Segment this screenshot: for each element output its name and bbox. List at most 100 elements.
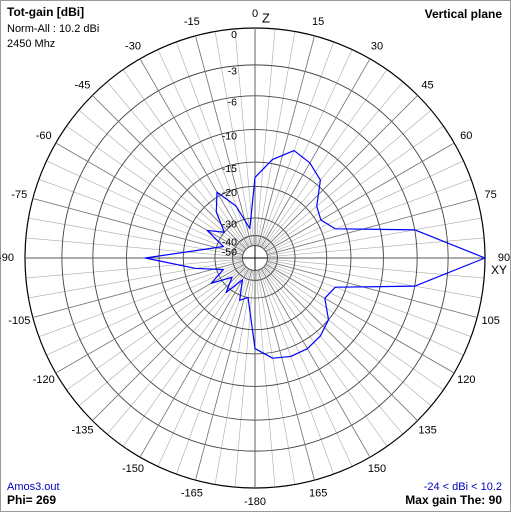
angle-tick-label: 90 xyxy=(498,252,510,264)
angle-tick-label: -15 xyxy=(184,16,200,28)
angle-grid-line xyxy=(92,266,247,421)
angle-tick-label: 0 xyxy=(252,8,258,20)
spoke xyxy=(214,31,254,246)
pattern-line xyxy=(144,149,486,359)
spoke xyxy=(66,125,245,252)
angle-tick-label: 105 xyxy=(482,315,500,327)
spoke xyxy=(255,270,276,488)
angle-tick-label: -30 xyxy=(125,41,141,53)
spoke xyxy=(78,265,246,407)
spoke xyxy=(66,264,245,391)
subtitle: 2450 Mhz xyxy=(7,38,55,50)
max-gain-label: Max gain The: 90 xyxy=(405,493,502,507)
angle-tick-label: -45 xyxy=(75,79,91,91)
angle-grid-line xyxy=(195,269,253,481)
radial-tick-label: -15 xyxy=(222,163,237,175)
spoke xyxy=(264,265,432,407)
spoke xyxy=(25,237,243,258)
spoke xyxy=(234,270,255,488)
angle-grid-line xyxy=(32,198,244,256)
angle-grid-line xyxy=(195,35,253,247)
radial-tick-label: 0 xyxy=(231,29,237,41)
spoke xyxy=(38,179,244,255)
angle-tick-label: -180 xyxy=(244,496,266,508)
phi-label: Phi= 269 xyxy=(7,493,56,507)
spoke xyxy=(256,270,296,485)
chart-title: Tot-gain [dBi] xyxy=(7,5,84,19)
spoke xyxy=(78,109,246,251)
angle-tick-label: -135 xyxy=(71,424,93,436)
subtitle: Norm-All : 10.2 dBi xyxy=(7,23,99,35)
spoke xyxy=(258,41,334,247)
spoke xyxy=(262,81,404,249)
spoke xyxy=(260,269,353,467)
angle-grid-line xyxy=(263,266,418,421)
radial-tick-label: -30 xyxy=(222,219,237,231)
angle-tick-label: 15 xyxy=(312,16,324,28)
spoke xyxy=(262,267,404,435)
spoke xyxy=(267,259,482,299)
radial-tick-label: -10 xyxy=(222,130,237,142)
spoke xyxy=(106,267,248,435)
spoke xyxy=(122,268,249,447)
angle-grid-line xyxy=(260,268,371,458)
angle-grid-line xyxy=(55,142,245,253)
spoke xyxy=(28,259,243,299)
angle-tick-label: 165 xyxy=(309,488,327,500)
angle-tick-label: -90 xyxy=(0,252,14,264)
spoke xyxy=(46,263,244,356)
angle-tick-label: 30 xyxy=(371,41,383,53)
spoke xyxy=(176,41,252,247)
file-label: Amos3.out xyxy=(7,481,60,493)
spoke xyxy=(265,125,444,252)
angle-tick-label: 45 xyxy=(421,79,433,91)
angle-tick-label: -150 xyxy=(122,463,144,475)
spoke xyxy=(261,268,388,447)
angle-tick-label: -165 xyxy=(181,488,203,500)
angle-grid-line xyxy=(265,142,455,253)
spoke xyxy=(261,69,388,248)
spoke xyxy=(266,179,472,255)
radial-tick-label: -3 xyxy=(228,66,237,78)
angle-tick-label: 120 xyxy=(457,374,475,386)
spoke xyxy=(256,31,296,246)
radial-tick-label: -50 xyxy=(222,246,237,258)
angle-grid-line xyxy=(266,260,478,318)
spoke xyxy=(266,261,472,337)
angle-tick-label: 135 xyxy=(418,424,436,436)
spoke xyxy=(260,49,353,247)
spoke xyxy=(157,269,250,467)
spoke xyxy=(234,28,255,246)
angle-grid-line xyxy=(32,260,244,318)
spoke xyxy=(46,160,244,253)
angle-tick-label: -105 xyxy=(8,315,30,327)
spoke xyxy=(267,258,485,279)
spoke xyxy=(38,261,244,337)
spoke xyxy=(25,258,243,279)
spoke xyxy=(266,263,464,356)
angle-grid-line xyxy=(260,58,371,248)
angle-grid-line xyxy=(265,263,455,374)
spoke xyxy=(267,217,482,257)
spoke xyxy=(122,69,249,248)
range-label: -24 < dBi < 10.2 xyxy=(424,481,502,493)
angle-tick-label: 60 xyxy=(460,130,472,142)
angle-tick-label: -75 xyxy=(11,189,27,201)
axis-label: Z xyxy=(262,10,270,25)
spoke xyxy=(258,269,334,475)
spoke xyxy=(214,270,254,485)
plane-label: Vertical plane xyxy=(425,7,503,21)
spoke xyxy=(176,269,252,475)
spoke xyxy=(157,49,250,247)
angle-grid-line xyxy=(257,35,315,247)
angle-tick-label: 75 xyxy=(485,189,497,201)
spoke xyxy=(266,160,464,253)
spoke xyxy=(265,264,444,391)
radial-tick-label: -40 xyxy=(222,236,237,248)
angle-grid-line xyxy=(139,268,250,458)
spoke xyxy=(264,109,432,251)
angle-tick-label: -120 xyxy=(33,374,55,386)
